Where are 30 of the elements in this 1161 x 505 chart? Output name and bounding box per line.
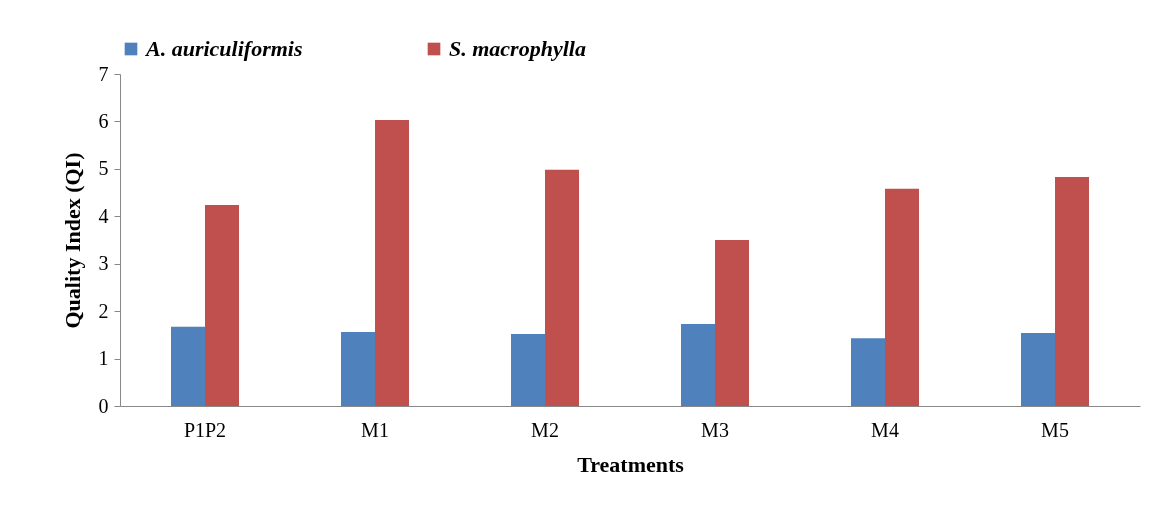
legend-label: A. auriculiformis [144,36,303,61]
y-tick-label: 6 [98,109,109,132]
bar [341,332,375,406]
x-tick-label: P1P2 [183,418,227,441]
x-axis-title: Treatments [577,451,685,477]
y-axis-title: Quality Index (QI) [59,152,85,329]
bar [1055,176,1089,406]
y-tick-label: 0 [98,394,109,417]
y-tick-label: 3 [98,252,109,275]
bar [851,338,885,406]
legend-label: S. macrophylla [449,36,586,61]
bar [205,204,239,406]
bar [375,120,409,406]
x-tick-label: M4 [871,418,899,441]
x-tick-label: M3 [701,418,729,441]
x-tick-label: M1 [361,418,389,441]
bar [715,240,749,406]
bar [171,326,205,406]
bar [681,323,715,406]
x-tick-label: M5 [1041,418,1069,441]
y-tick-label: 5 [98,157,109,180]
bar [545,169,579,406]
x-tick-label: M2 [531,418,559,441]
y-tick-label: 4 [98,204,109,227]
y-tick-label: 7 [98,62,109,85]
bar [1021,332,1055,406]
y-tick-label: 1 [98,347,109,370]
bar [511,333,545,406]
bar [885,188,919,406]
y-tick-label: 2 [98,299,109,322]
